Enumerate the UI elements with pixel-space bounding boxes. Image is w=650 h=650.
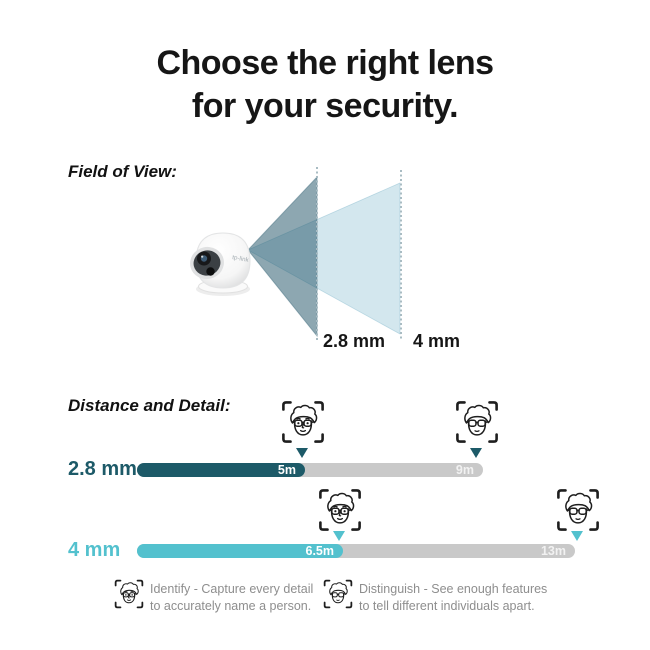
marker-triangle-4mm-identify xyxy=(333,531,345,541)
distance-bar-4mm: 13m 6.5m xyxy=(137,544,575,558)
legend-distinguish-text: Distinguish - See enough features to tel… xyxy=(359,581,547,615)
camera-brand-logo: tp-link xyxy=(232,254,250,264)
distance-value-13m: 13m xyxy=(540,544,566,558)
distance-heading: Distance and Detail: xyxy=(68,396,231,415)
row-label-2-8mm: 2.8 mm xyxy=(68,458,137,480)
distance-bar-2-8mm: 9m 5m xyxy=(137,463,483,477)
distance-bar-4mm-identify-fill: 6.5m xyxy=(137,544,343,558)
camera-ir-sensor xyxy=(206,267,215,276)
identify-face-icon xyxy=(114,579,144,609)
distinguish-face-icon xyxy=(455,400,499,444)
legend-distinguish-line-1: Distinguish - See enough features xyxy=(359,582,548,596)
fov-boundary-line-2-8mm xyxy=(316,167,318,341)
row-label-4mm: 4 mm xyxy=(68,539,121,561)
fov-label-2-8mm: 2.8 mm xyxy=(323,331,386,351)
camera-lens-highlight xyxy=(201,255,204,258)
fov-label-4mm: 4 mm xyxy=(413,331,461,351)
legend-identify-text: Identify - Capture every detail to accur… xyxy=(150,581,313,615)
distinguish-face-icon xyxy=(556,488,600,532)
legend-identify-line-1: Identify - Capture every detail xyxy=(150,582,314,596)
turret-camera-illustration: tp-link xyxy=(190,232,251,296)
legend-identify-line-2: to accurately name a person. xyxy=(150,599,312,613)
distance-value-5m: 5m xyxy=(277,463,296,477)
identify-face-icon xyxy=(318,488,362,532)
marker-triangle-2-8mm-identify xyxy=(296,448,308,458)
fov-heading: Field of View: xyxy=(68,162,177,181)
distance-value-9m: 9m xyxy=(455,463,474,477)
marker-triangle-4mm-distinguish xyxy=(571,531,583,541)
distance-bar-2-8mm-identify-fill: 5m xyxy=(137,463,305,477)
distinguish-face-icon xyxy=(323,579,353,609)
fov-cones-graphic xyxy=(247,175,401,338)
title-line-1: Choose the right lens xyxy=(156,44,494,82)
fov-boundary-line-4mm xyxy=(400,170,402,341)
distance-value-6-5m: 6.5m xyxy=(305,544,335,558)
page-title: Choose the right lens for your security. xyxy=(0,42,650,128)
marker-triangle-2-8mm-distinguish xyxy=(470,448,482,458)
legend-distinguish-line-2: to tell different individuals apart. xyxy=(359,599,535,613)
title-line-2: for your security. xyxy=(191,87,459,125)
identify-face-icon xyxy=(281,400,325,444)
